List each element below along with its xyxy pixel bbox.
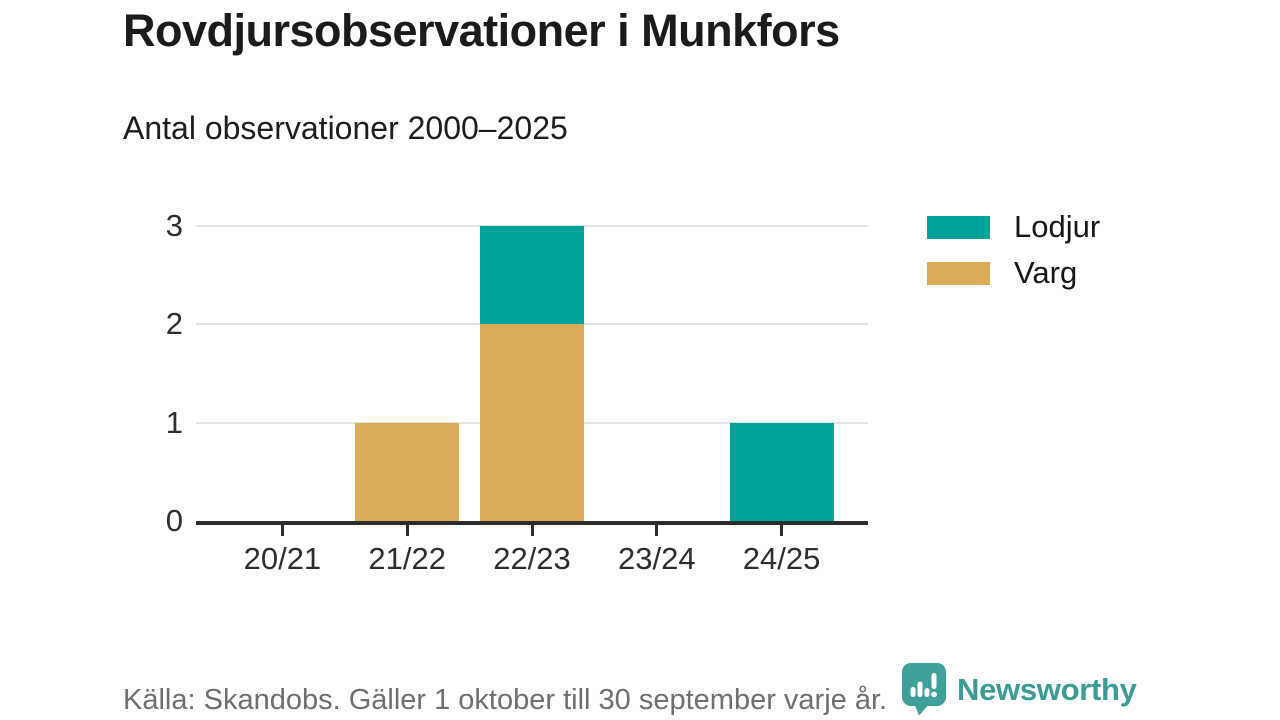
newsworthy-wordmark: Newsworthy xyxy=(957,671,1137,707)
newsworthy-logo: Newsworthy xyxy=(902,663,1137,716)
chart-subtitle: Antal observationer 2000–2025 xyxy=(123,110,568,146)
newsworthy-bubble-icon xyxy=(902,663,946,716)
x-tick-label: 22/23 xyxy=(493,541,571,576)
y-tick-label: 1 xyxy=(165,404,183,440)
source-note: Källa: Skandobs. Gäller 1 oktober till 3… xyxy=(123,684,888,716)
y-tick-label: 0 xyxy=(165,503,183,538)
bar-22/23-lodjur xyxy=(480,226,584,325)
legend-item-lodjur: Lodjur xyxy=(927,209,1101,244)
bar-24/25-lodjur xyxy=(729,422,834,521)
y-tick-label: 3 xyxy=(165,208,183,243)
chart-title: Rovdjursobservationer i Munkfors xyxy=(123,5,840,56)
x-tick xyxy=(405,525,409,536)
y-tick-label: 2 xyxy=(165,306,183,342)
x-tick-label: 20/21 xyxy=(243,541,322,576)
bar-21/22-varg xyxy=(355,422,460,521)
legend-label: Lodjur xyxy=(1014,209,1101,244)
legend-swatch-varg xyxy=(927,261,990,285)
legend-swatch-lodjur xyxy=(927,215,990,239)
x-tick-label: 24/25 xyxy=(742,541,821,576)
legend-label: Varg xyxy=(1014,255,1078,290)
bar-22/23-varg xyxy=(480,324,584,521)
x-tick xyxy=(530,525,534,536)
x-tick xyxy=(655,525,659,536)
legend-item-varg: Varg xyxy=(927,255,1100,290)
x-tick-label: 21/22 xyxy=(368,541,446,576)
x-tick xyxy=(280,525,284,536)
x-tick-label: 23/24 xyxy=(618,541,696,576)
x-tick xyxy=(780,525,784,536)
legend: Lodjur Varg xyxy=(927,209,1101,306)
x-axis-line xyxy=(196,521,868,525)
